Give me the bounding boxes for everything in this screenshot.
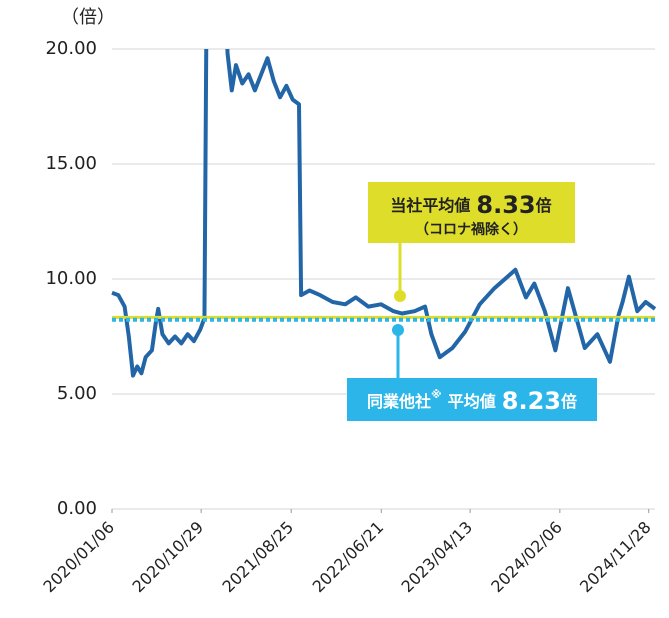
- y-axis-label: （倍）: [61, 7, 115, 28]
- y-tick-label: 15.00: [45, 153, 97, 174]
- label: 平均値: [448, 392, 496, 411]
- unit: 倍: [536, 196, 552, 215]
- x-tick-label: 2022/06/21: [309, 518, 388, 597]
- footnote-mark: ※: [431, 388, 442, 401]
- label: 同業他社: [367, 392, 431, 411]
- x-tick-label: 2023/04/13: [397, 518, 476, 597]
- dot: [394, 290, 406, 302]
- value: 8.23: [502, 387, 561, 415]
- annotation-text: 同業他社※ 平均値 8.23倍: [367, 387, 577, 415]
- x-tick-label: 2024/11/28: [576, 518, 655, 597]
- x-tick-label: 2021/08/25: [219, 518, 298, 597]
- annotation-box: [368, 182, 575, 243]
- y-tick-label: 10.00: [45, 268, 97, 289]
- x-tick-label: 2020/01/06: [39, 518, 118, 597]
- value: 8.33: [476, 191, 535, 219]
- dot: [392, 324, 404, 336]
- label: 当社平均値: [390, 196, 470, 215]
- y-tick-label: 20.00: [45, 38, 97, 59]
- y-tick-label: 0.00: [57, 498, 97, 519]
- x-tick-label: 2020/10/29: [129, 518, 208, 597]
- annotation-box: [347, 378, 597, 421]
- lines: [111, 49, 657, 378]
- y-tick-label: 5.00: [57, 383, 97, 404]
- unit: 倍: [561, 392, 577, 411]
- x-tick-label: 2024/02/06: [487, 518, 566, 597]
- annotation-text: 当社平均値 8.33倍: [390, 191, 551, 219]
- annotation-note: （コロナ禍除く）: [415, 221, 527, 238]
- annotations: 当社平均値 8.33倍 （コロナ禍除く） 同業他社※ 平均値 8.23倍: [347, 182, 597, 421]
